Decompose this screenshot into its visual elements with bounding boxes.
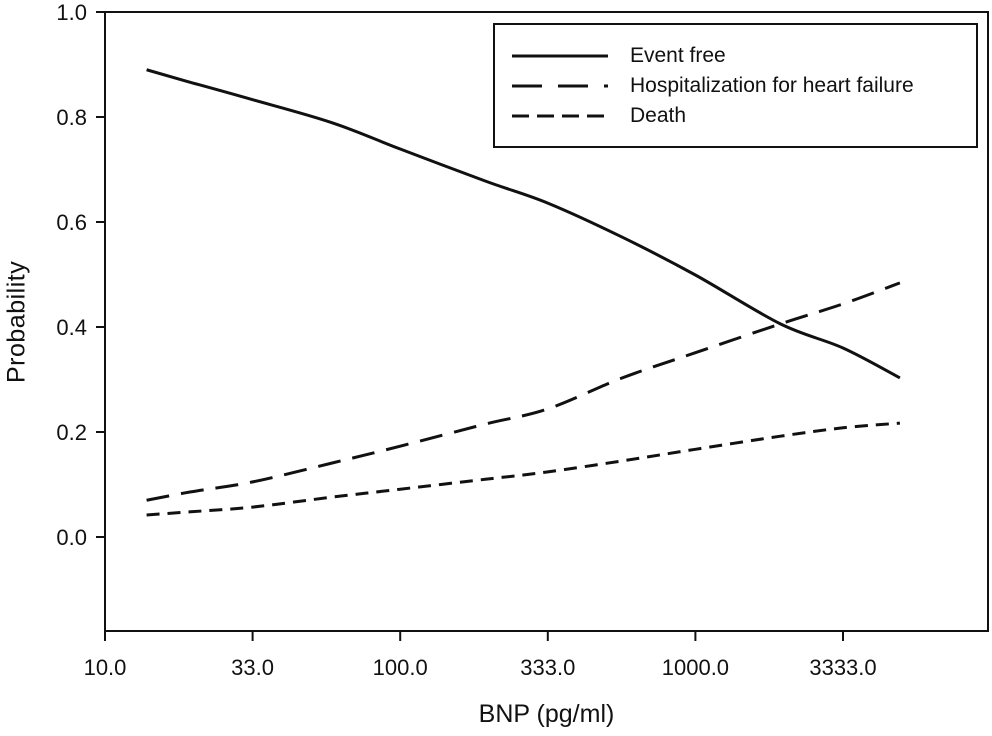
plot-frame <box>104 11 989 632</box>
legend-item-hospitalization: Hospitalization for heart failure <box>512 71 976 101</box>
legend-label: Event free <box>630 43 726 67</box>
legend: Event free Hospitalization for heart fai… <box>493 23 978 148</box>
legend-label: Death <box>630 103 687 127</box>
legend-item-event-free: Event free <box>512 41 976 71</box>
series-hospitalization-for-heart-failure <box>146 281 901 502</box>
series-event-free <box>146 68 901 380</box>
y-tick-label: 0.2 <box>56 420 87 445</box>
y-tick-label: 0.0 <box>56 525 87 550</box>
y-tick-label: 0.8 <box>56 105 87 130</box>
legend-item-death: Death <box>512 101 976 131</box>
series-death <box>146 421 901 517</box>
x-axis-title: BNP (pg/ml) <box>478 700 615 728</box>
x-tick-label: 3333.0 <box>809 655 876 680</box>
y-axis-title: Probability <box>2 260 31 383</box>
y-tick-label: 1.0 <box>56 0 87 25</box>
x-tick-label: 100.0 <box>373 655 428 680</box>
legend-label: Hospitalization for heart failure <box>630 73 914 97</box>
x-tick-label: 10.0 <box>84 655 127 680</box>
x-tick-label: 1000.0 <box>662 655 729 680</box>
short-dash-line-icon <box>512 114 608 117</box>
x-tick-label: 33.0 <box>231 655 274 680</box>
y-tick-label: 0.4 <box>56 315 87 340</box>
long-dash-line-icon <box>512 84 608 87</box>
y-tick-label: 0.6 <box>56 210 87 235</box>
solid-line-icon <box>512 54 608 57</box>
x-tick-label: 333.0 <box>520 655 575 680</box>
